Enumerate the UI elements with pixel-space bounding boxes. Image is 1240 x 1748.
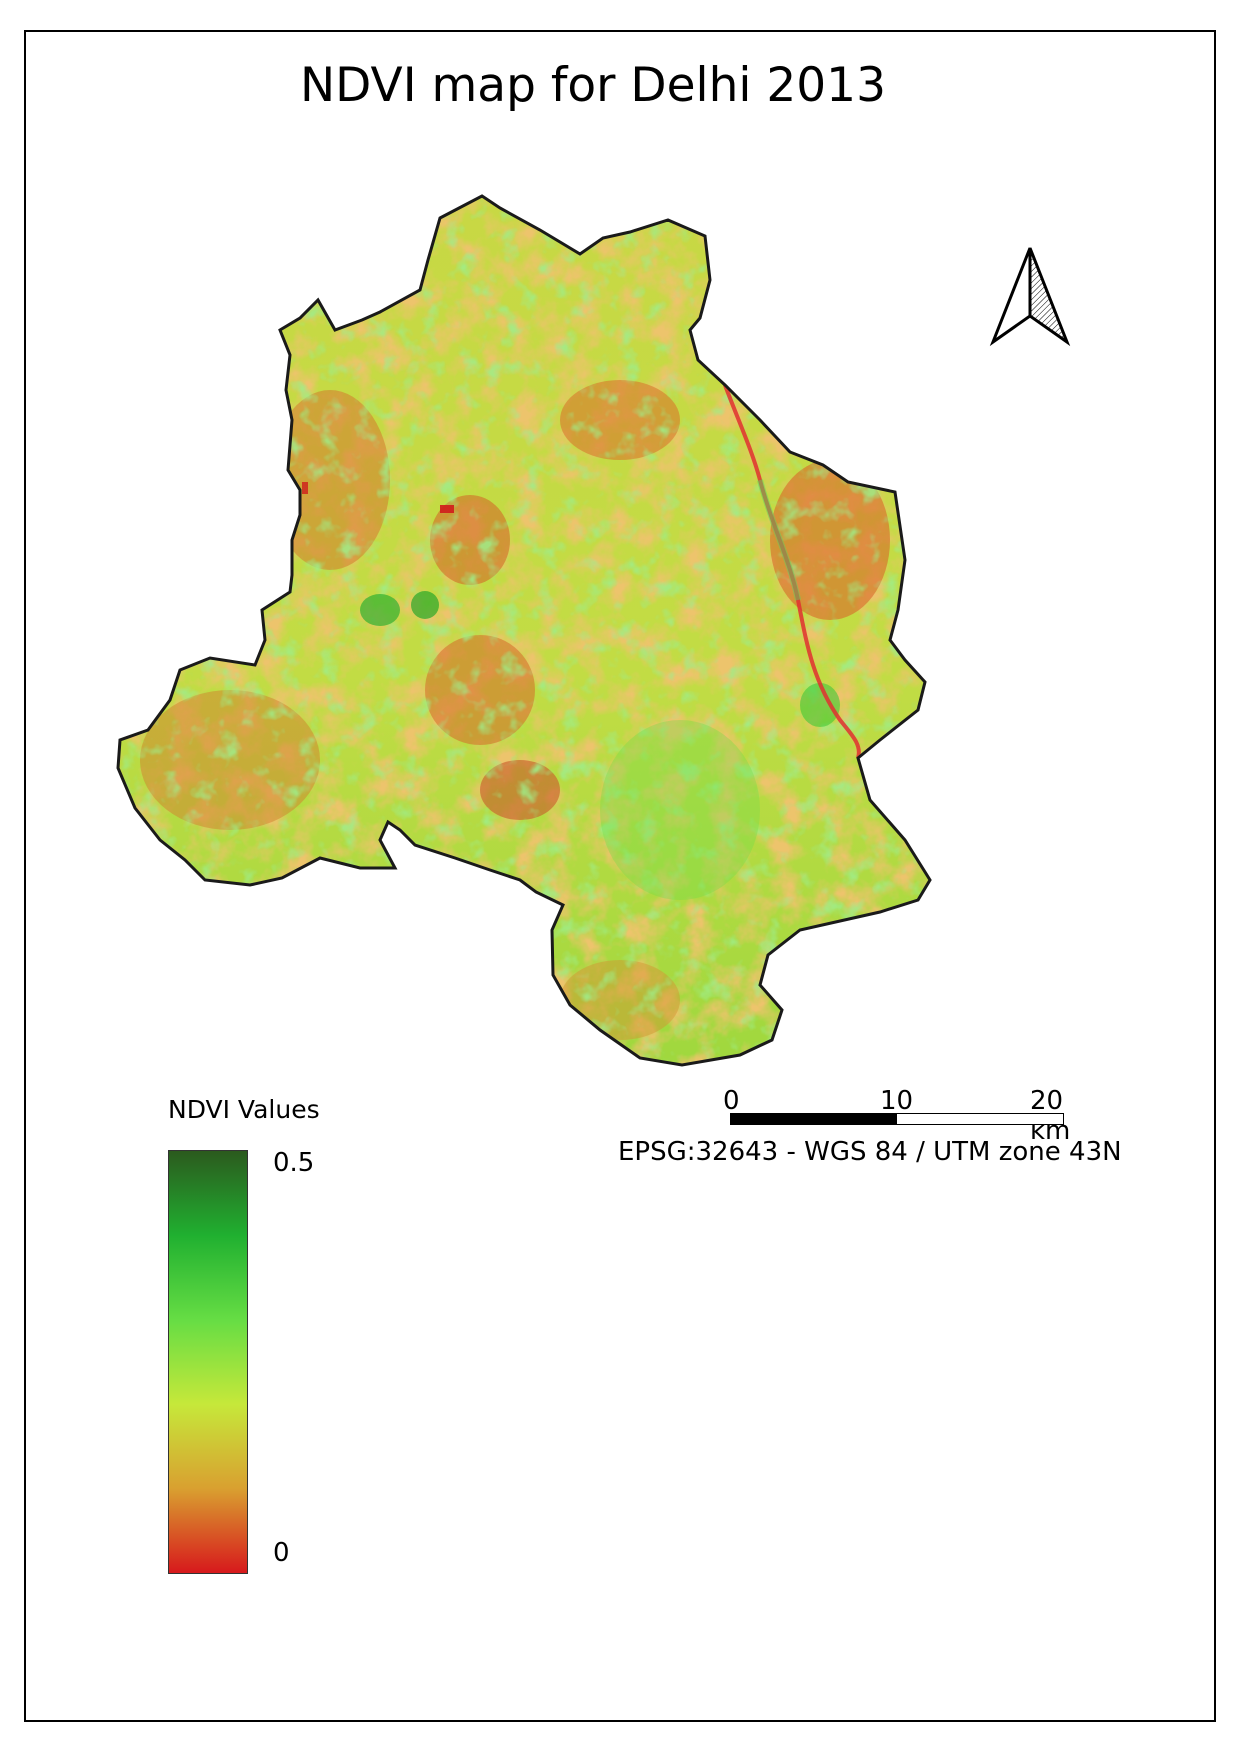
crs-label: EPSG:32643 - WGS 84 / UTM zone 43N	[618, 1137, 1122, 1167]
legend-title: NDVI Values	[168, 1095, 320, 1124]
legend-max-label: 0.5	[273, 1148, 315, 1178]
north-arrow-icon	[989, 247, 1071, 347]
delhi-ndvi-map	[116, 194, 932, 1067]
map-frame	[24, 30, 1216, 1722]
map-title: NDVI map for Delhi 2013	[300, 58, 886, 113]
ndvi-color-ramp	[168, 1150, 248, 1574]
scale-label-10: 10	[880, 1086, 914, 1116]
scale-segment-filled	[730, 1113, 898, 1125]
scale-segment-empty	[896, 1113, 1064, 1125]
ndvi-raster	[118, 196, 930, 1065]
scale-bar: 0 10 20 km	[723, 1086, 1070, 1150]
scale-label-0: 0	[723, 1086, 740, 1116]
legend-min-label: 0	[273, 1538, 290, 1568]
